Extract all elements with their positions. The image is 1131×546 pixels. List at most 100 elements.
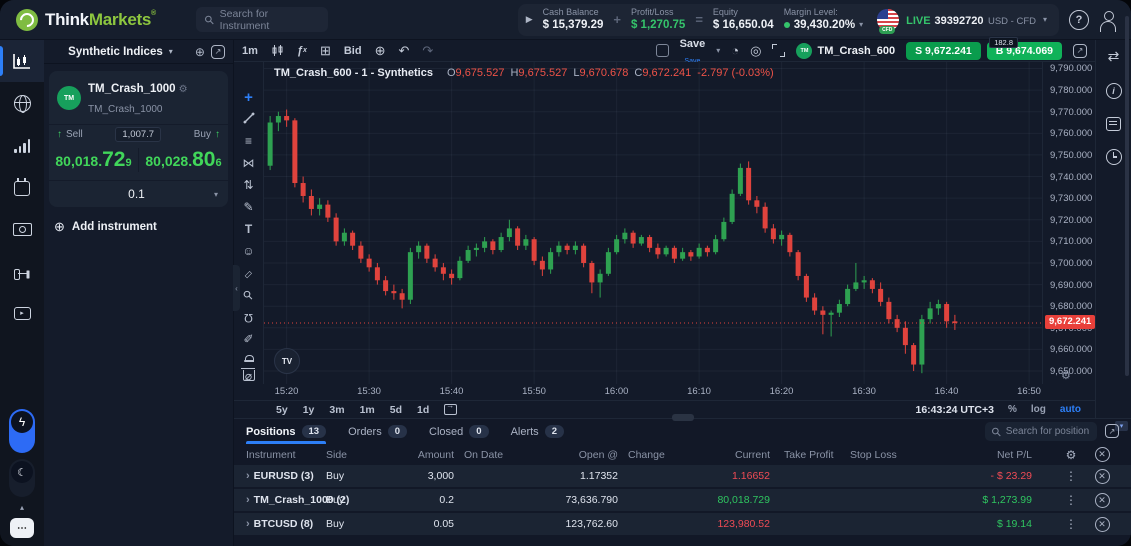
trend-line-tool-icon[interactable] <box>242 112 255 127</box>
magnet-tool-icon[interactable]: Ω <box>244 311 253 325</box>
theme-toggle[interactable]: ☾ <box>9 459 35 497</box>
ruler-tool-icon[interactable]: ▭ <box>241 267 255 281</box>
percent-scale-toggle[interactable]: % <box>1007 404 1017 415</box>
alarm-icon[interactable] <box>1105 149 1122 165</box>
text-tool-icon[interactable]: T <box>244 222 253 236</box>
tab-orders[interactable]: Orders 0 <box>348 419 408 444</box>
row-menu-icon[interactable]: ⋮ <box>1065 469 1077 483</box>
lock-drawings-icon[interactable] <box>243 355 254 362</box>
margin-level-metric[interactable]: Margin Level: 39,430.20% ▾ <box>783 6 864 31</box>
chart-title[interactable]: TM_Crash_600 - 1 - Synthetics <box>274 67 433 79</box>
nav-strength[interactable] <box>0 250 44 292</box>
info-icon[interactable]: i <box>1105 83 1122 99</box>
close-all-positions-icon[interactable]: ✕ <box>1094 447 1110 462</box>
nav-signals[interactable] <box>0 124 44 166</box>
delete-drawings-icon[interactable] <box>241 368 255 381</box>
nav-trading-charts[interactable] <box>0 40 44 82</box>
support-chat-button[interactable]: ⋯ <box>10 518 34 538</box>
add-instrument-button[interactable]: ⊕ Add instrument <box>44 207 233 247</box>
chart-settings-icon[interactable]: ◎ <box>750 42 762 58</box>
popout-watchlist-icon[interactable]: ↗ <box>210 44 225 59</box>
timeframe-selector[interactable]: 1m <box>242 44 258 57</box>
save-chevron-icon[interactable]: ▾ <box>716 46 721 55</box>
drawing-edit-tool-icon[interactable]: ✐ <box>243 332 254 346</box>
range-3m[interactable]: 3m <box>329 403 345 416</box>
volume-selector[interactable]: 0.1 ▾ <box>49 180 228 207</box>
bid-ask-toggle[interactable]: Bid <box>343 44 362 57</box>
chart-type-button[interactable] <box>271 44 284 57</box>
tab-positions[interactable]: Positions 13 <box>246 419 327 444</box>
hide-drawings-icon[interactable]: ⌀ <box>244 369 253 383</box>
add-watchlist-icon[interactable]: ⊕ <box>194 44 205 59</box>
popout-positions-icon[interactable]: ↗ <box>1105 424 1119 438</box>
multi-chart-checkbox[interactable] <box>655 44 669 57</box>
nav-funds[interactable] <box>0 208 44 250</box>
table-settings-gear-icon[interactable]: ⚙ <box>1065 447 1077 462</box>
row-menu-icon[interactable]: ⋮ <box>1065 493 1077 507</box>
fullscreen-icon[interactable] <box>772 44 786 57</box>
thinkmarkets-logo[interactable]: ThinkMarkets® <box>0 8 156 31</box>
forecast-tool-icon[interactable]: ⇅ <box>243 178 254 192</box>
boost-toggle[interactable]: ϟ <box>9 409 35 453</box>
user-profile-icon[interactable] <box>1099 10 1117 32</box>
range-1y[interactable]: 1y <box>302 403 315 416</box>
news-icon[interactable] <box>1106 117 1121 131</box>
snapshot-icon[interactable]: ◔ <box>731 43 740 58</box>
instrument-row[interactable]: TM TM_Crash_1000 ⚙ TM_Crash_1000 <box>49 71 228 124</box>
nav-videos[interactable]: ▸ <box>0 292 44 334</box>
go-to-date-icon[interactable] <box>444 401 458 415</box>
metrics-collapse-icon[interactable]: ▶ <box>525 14 533 24</box>
account-selector[interactable]: CFD LIVE 39392720 USD - CFD ▾ <box>873 8 1047 34</box>
chevron-down-icon[interactable]: ▾ <box>168 47 173 56</box>
active-symbol-chip[interactable]: TM TM_Crash_600 <box>796 42 895 59</box>
undo-button[interactable]: ↶ <box>398 42 410 58</box>
range-1d[interactable]: 1d <box>417 403 430 416</box>
nav-markets[interactable] <box>0 82 44 124</box>
axis-settings-gear-icon[interactable]: ⚙ <box>1061 370 1071 382</box>
close-position-icon[interactable]: ✕ <box>1094 468 1110 484</box>
buy-price-button[interactable]: 80,028.806 <box>145 148 222 171</box>
server-clock[interactable]: 16:43:24 UTC+3 <box>915 403 994 416</box>
redo-button[interactable]: ↷ <box>422 42 434 58</box>
tradingview-logo[interactable]: TV <box>274 348 300 374</box>
vertical-scrollbar[interactable] <box>1125 16 1129 376</box>
row-menu-icon[interactable]: ⋮ <box>1065 517 1077 531</box>
expand-row-icon[interactable]: › <box>246 518 250 530</box>
position-row[interactable]: › EURUSD (3) Buy 3,000 1.17352 1.16652 - … <box>234 465 1131 487</box>
close-position-icon[interactable]: ✕ <box>1094 492 1110 508</box>
position-row[interactable]: › TM_Crash_1000 (2) Buy 0.2 73,636.790 80… <box>234 489 1131 511</box>
auto-scale-toggle[interactable]: auto <box>1059 404 1081 415</box>
fib-retracement-tool-icon[interactable]: ≡ <box>244 134 252 148</box>
watchlist-collapse-handle[interactable]: ‹ <box>233 265 240 311</box>
tab-alerts[interactable]: Alerts 2 <box>511 419 564 444</box>
help-icon[interactable]: ? <box>1069 9 1089 30</box>
time-axis[interactable]: 15:20 15:30 15:40 15:50 16:00 16:10 16:20 16:30… <box>234 384 1095 400</box>
expand-row-icon[interactable]: › <box>246 494 250 506</box>
layout-grid-button[interactable]: ⊞ <box>319 42 331 58</box>
instrument-settings-icon[interactable]: ⚙ <box>178 84 188 95</box>
emoji-tool-icon[interactable]: ☺ <box>242 244 255 258</box>
range-5d[interactable]: 5d <box>389 403 403 416</box>
position-row[interactable]: › BTCUSD (8) Buy 0.05 123,762.60 123,980.… <box>234 513 1131 535</box>
position-search-input[interactable]: ⚲ Search for position <box>985 422 1097 441</box>
chart-area[interactable]: + ≡ ⋈ ⇅ ✎ T ☺ ▭ ⚲ Ω ✐ ⌀ TM_Crash_600 - 1… <box>234 62 1096 384</box>
panel-chevron-icon[interactable]: ▾ <box>1115 421 1128 431</box>
close-position-icon[interactable]: ✕ <box>1094 516 1110 532</box>
popout-chart-icon[interactable]: ↗ <box>1073 43 1087 58</box>
range-1m[interactable]: 1m <box>359 403 375 416</box>
price-axis[interactable]: ⚙ 9,650.0009,660.0009,670.0009,680.0009,… <box>1042 62 1096 384</box>
brush-tool-icon[interactable]: ✎ <box>243 200 254 214</box>
sell-price-button[interactable]: 80,018.729 <box>49 148 139 172</box>
pattern-tool-icon[interactable]: ⋈ <box>242 156 255 170</box>
watchlist-group-selector[interactable]: Synthetic Indices <box>68 45 163 58</box>
add-alert-button[interactable]: ⊕ <box>374 42 386 58</box>
crosshair-tool-icon[interactable]: + <box>244 89 253 106</box>
log-scale-toggle[interactable]: log <box>1030 404 1046 415</box>
save-layout-button[interactable]: Save Save <box>679 37 706 65</box>
range-5y[interactable]: 5y <box>276 403 288 416</box>
candlestick-plot[interactable] <box>264 62 1042 384</box>
expand-row-icon[interactable]: › <box>246 470 250 482</box>
zoom-in-tool-icon[interactable]: ⚲ <box>240 287 257 304</box>
nav-calendar[interactable] <box>0 166 44 208</box>
